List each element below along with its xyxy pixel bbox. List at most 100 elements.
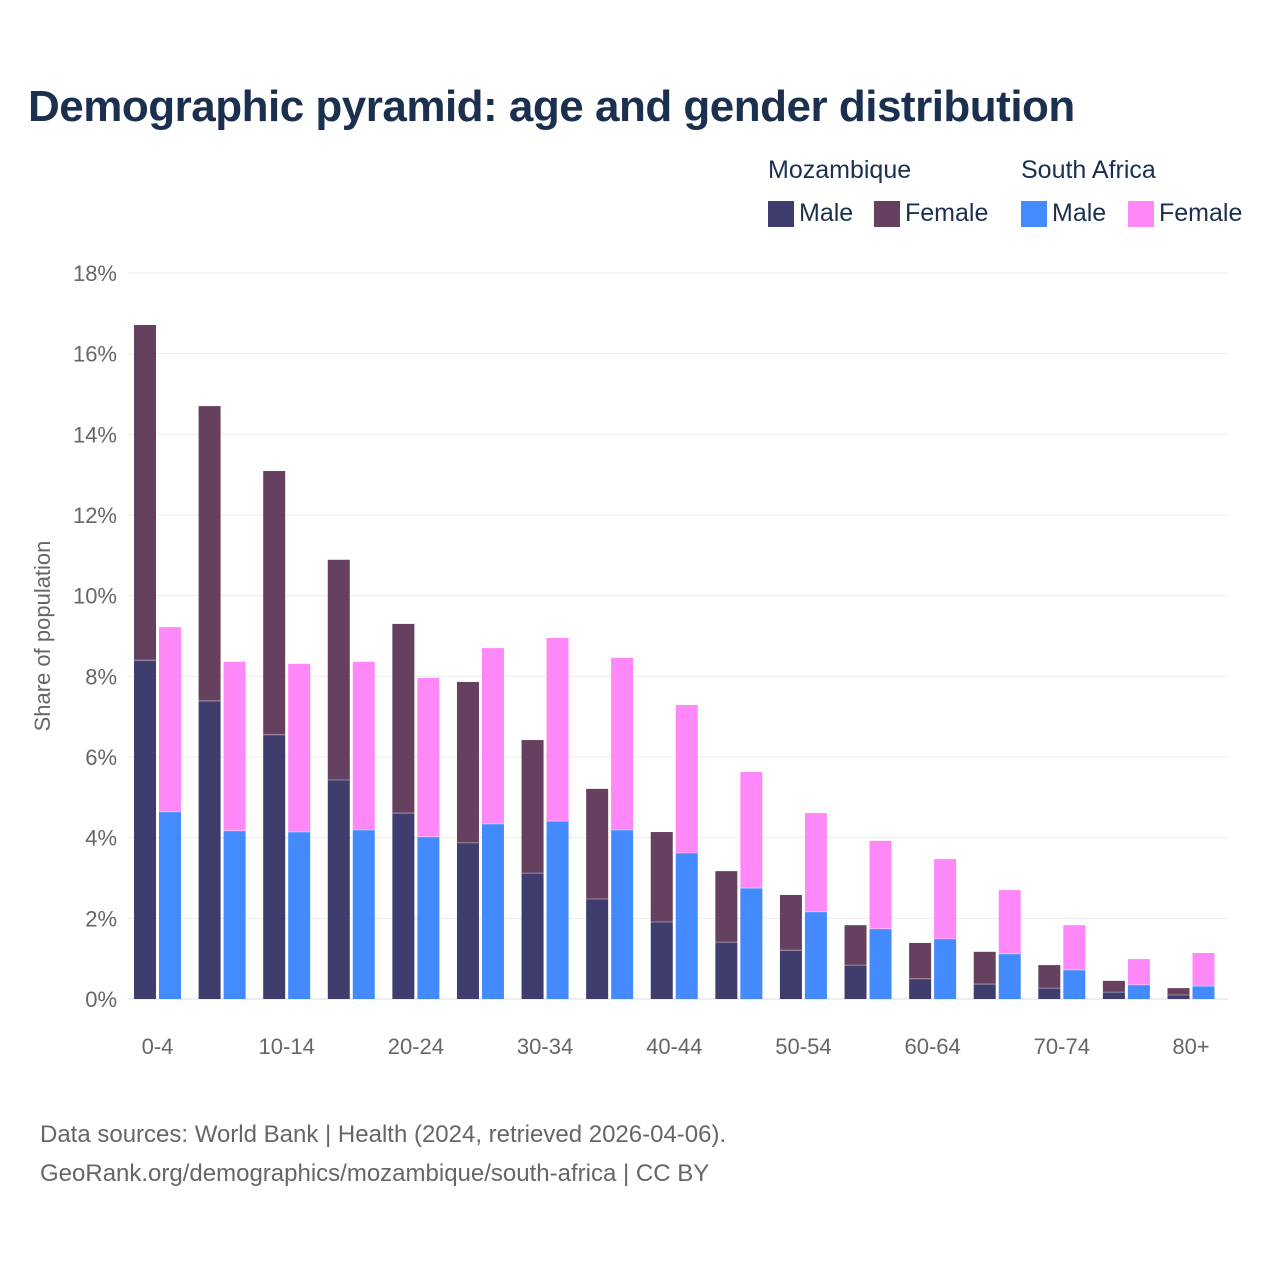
y-tick-label: 8% xyxy=(85,664,117,689)
bar-south-africa-male-30-34[interactable] xyxy=(546,821,569,999)
bar-mozambique-female-70-74[interactable] xyxy=(1038,965,1061,989)
bar-mozambique-male-75-79[interactable] xyxy=(1102,992,1125,999)
bar-mozambique-female-10-14[interactable] xyxy=(263,471,286,735)
bar-south-africa-male-65-69[interactable] xyxy=(998,953,1021,999)
x-tick-label: 60-64 xyxy=(904,1034,960,1059)
bar-south-africa-female-30-34[interactable] xyxy=(546,638,569,822)
legend-swatch xyxy=(1128,200,1154,227)
bar-south-africa-female-50-54[interactable] xyxy=(804,813,827,912)
bar-mozambique-male-65-69[interactable] xyxy=(973,984,996,999)
bar-south-africa-male-75-79[interactable] xyxy=(1127,984,1150,999)
y-tick-label: 10% xyxy=(73,584,117,609)
bar-mozambique-male-40-44[interactable] xyxy=(650,921,673,999)
y-tick-label: 6% xyxy=(85,745,117,770)
bar-mozambique-male-5-9[interactable] xyxy=(198,700,221,999)
bar-south-africa-female-80+[interactable] xyxy=(1192,953,1215,987)
bar-mozambique-male-15-19[interactable] xyxy=(327,779,350,999)
y-tick-label: 18% xyxy=(73,261,117,286)
bar-mozambique-male-0-4[interactable] xyxy=(134,660,156,999)
bar-south-africa-male-70-74[interactable] xyxy=(1063,969,1086,999)
bar-south-africa-female-55-59[interactable] xyxy=(869,840,892,929)
bar-south-africa-male-0-4[interactable] xyxy=(159,811,181,999)
legend-item-mozambique-male[interactable]: Male xyxy=(768,199,853,228)
bar-mozambique-female-25-29[interactable] xyxy=(456,681,479,843)
bar-south-africa-female-15-19[interactable] xyxy=(352,661,375,831)
bar-mozambique-female-15-19[interactable] xyxy=(327,559,350,780)
bar-south-africa-female-65-69[interactable] xyxy=(998,890,1021,954)
bar-mozambique-female-0-4[interactable] xyxy=(134,325,156,661)
bar-mozambique-female-65-69[interactable] xyxy=(973,951,996,985)
bar-south-africa-male-20-24[interactable] xyxy=(417,836,440,999)
legend-item-mozambique-female[interactable]: Female xyxy=(874,199,988,228)
y-tick-label: 14% xyxy=(73,422,117,447)
bar-mozambique-male-45-49[interactable] xyxy=(715,942,738,999)
bar-south-africa-male-45-49[interactable] xyxy=(740,888,763,999)
bar-mozambique-male-25-29[interactable] xyxy=(456,842,479,999)
bar-south-africa-female-0-4[interactable] xyxy=(159,627,181,812)
source-line-2: GeoRank.org/demographics/mozambique/sout… xyxy=(40,1160,710,1187)
bar-mozambique-male-30-34[interactable] xyxy=(521,873,544,999)
bar-mozambique-male-20-24[interactable] xyxy=(392,813,415,999)
x-tick-label: 0-4 xyxy=(142,1034,174,1059)
bar-mozambique-female-50-54[interactable] xyxy=(779,894,802,951)
bar-south-africa-male-10-14[interactable] xyxy=(288,832,311,999)
bar-mozambique-female-60-64[interactable] xyxy=(909,942,932,979)
bar-mozambique-male-50-54[interactable] xyxy=(779,950,802,999)
y-tick-label: 2% xyxy=(85,906,117,931)
bar-south-africa-male-55-59[interactable] xyxy=(869,928,892,999)
legend-label: Male xyxy=(1052,199,1107,227)
bar-mozambique-female-75-79[interactable] xyxy=(1102,980,1125,993)
bar-south-africa-male-35-39[interactable] xyxy=(611,830,634,999)
bar-south-africa-female-60-64[interactable] xyxy=(934,859,957,939)
y-tick-label: 0% xyxy=(85,987,117,1012)
source-note: Data sources: World Bank | Health (2024,… xyxy=(40,1115,726,1193)
bar-south-africa-female-10-14[interactable] xyxy=(288,663,311,833)
y-tick-label: 4% xyxy=(85,826,117,851)
legend-swatch xyxy=(768,200,794,227)
bar-mozambique-female-40-44[interactable] xyxy=(650,832,673,922)
bar-mozambique-male-55-59[interactable] xyxy=(844,965,867,999)
legend-label: Male xyxy=(799,199,854,227)
bar-south-africa-female-20-24[interactable] xyxy=(417,677,440,837)
bar-mozambique-female-45-49[interactable] xyxy=(715,871,738,943)
bar-south-africa-female-5-9[interactable] xyxy=(223,661,246,831)
legend-item-south-africa-male[interactable]: Male xyxy=(1021,199,1106,228)
bar-south-africa-female-70-74[interactable] xyxy=(1063,925,1086,970)
bar-mozambique-male-60-64[interactable] xyxy=(909,978,932,999)
bar-south-africa-female-25-29[interactable] xyxy=(481,648,504,824)
bar-mozambique-male-35-39[interactable] xyxy=(586,898,609,999)
legend-label: Female xyxy=(905,199,989,227)
bar-south-africa-female-35-39[interactable] xyxy=(611,657,634,831)
bar-south-africa-male-60-64[interactable] xyxy=(934,938,957,999)
bar-mozambique-male-70-74[interactable] xyxy=(1038,988,1061,999)
bar-south-africa-female-40-44[interactable] xyxy=(675,704,698,853)
x-tick-label: 80+ xyxy=(1172,1034,1209,1059)
bar-mozambique-male-10-14[interactable] xyxy=(263,734,286,999)
bar-mozambique-female-20-24[interactable] xyxy=(392,623,415,814)
bar-mozambique-female-5-9[interactable] xyxy=(198,406,221,701)
bar-south-africa-male-15-19[interactable] xyxy=(352,830,375,999)
x-tick-label: 40-44 xyxy=(646,1034,702,1059)
bar-mozambique-female-35-39[interactable] xyxy=(586,788,609,899)
x-tick-label: 50-54 xyxy=(775,1034,831,1059)
x-tick-label: 30-34 xyxy=(517,1034,573,1059)
bar-south-africa-female-75-79[interactable] xyxy=(1127,959,1150,985)
x-tick-label: 10-14 xyxy=(259,1034,315,1059)
bar-south-africa-male-25-29[interactable] xyxy=(481,823,504,999)
bar-south-africa-male-5-9[interactable] xyxy=(223,830,246,999)
legend-label: Female xyxy=(1159,199,1243,227)
bar-south-africa-female-45-49[interactable] xyxy=(740,771,763,889)
y-tick-label: 12% xyxy=(73,503,117,528)
bar-mozambique-male-80+[interactable] xyxy=(1167,994,1190,999)
legend-item-south-africa-female[interactable]: Female xyxy=(1128,199,1242,228)
bar-south-africa-male-40-44[interactable] xyxy=(675,852,698,999)
bar-mozambique-female-55-59[interactable] xyxy=(844,925,867,966)
bar-south-africa-male-50-54[interactable] xyxy=(804,911,827,999)
legend-swatch xyxy=(1021,200,1047,227)
bar-south-africa-male-80+[interactable] xyxy=(1192,986,1215,999)
bar-mozambique-female-80+[interactable] xyxy=(1167,988,1190,995)
legend-group-mozambique: Mozambique xyxy=(768,156,912,184)
bar-mozambique-female-30-34[interactable] xyxy=(521,740,544,874)
